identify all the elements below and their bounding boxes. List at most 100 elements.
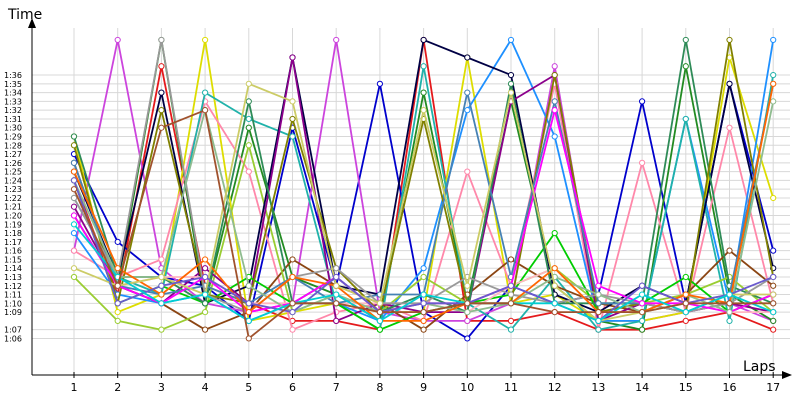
point-16-9 — [464, 89, 471, 96]
point-23-2 — [158, 300, 165, 307]
point-8-16 — [770, 282, 777, 289]
x-axis-arrow — [782, 371, 792, 379]
y-tick-label-28: 1:35 — [4, 80, 22, 89]
y-tick-label-8: 1:15 — [4, 255, 22, 264]
x-tick-label-8: 9 — [420, 381, 427, 394]
y-tick-label-13: 1:20 — [4, 212, 22, 221]
point-14-4 — [245, 98, 252, 105]
point-11-0 — [70, 203, 78, 210]
point-22-3 — [202, 273, 209, 281]
x-tick-label-7: 8 — [376, 381, 383, 394]
y-tick-label-11: 1:18 — [4, 229, 22, 238]
point-19-4 — [245, 282, 252, 289]
point-14-3 — [202, 300, 209, 307]
point-6-0 — [70, 229, 78, 237]
point-19-15 — [726, 309, 733, 316]
point-23-13 — [639, 291, 646, 298]
point-3-14 — [682, 63, 689, 70]
point-1-13 — [639, 98, 646, 105]
x-tick-label-5: 6 — [289, 381, 296, 394]
y-tick-label-17: 1:24 — [4, 176, 22, 185]
point-7-13 — [639, 317, 646, 324]
point-24-15 — [726, 300, 733, 307]
point-10-9 — [464, 54, 471, 61]
point-5-9 — [464, 168, 471, 175]
point-4-1 — [114, 309, 121, 316]
y-tick-label-26: 1:33 — [4, 97, 22, 106]
x-tick-label-2: 3 — [158, 381, 165, 394]
point-7-14 — [682, 115, 689, 123]
point-22-1 — [114, 300, 121, 307]
point-6-11 — [551, 133, 558, 140]
y-tick-label-0: 1:06 — [4, 334, 22, 343]
point-24-6 — [333, 300, 340, 307]
point-2-9 — [464, 317, 471, 324]
point-21-11 — [551, 282, 558, 289]
point-20-3 — [202, 256, 209, 263]
point-21-7 — [376, 300, 383, 307]
point-23-12 — [595, 317, 602, 324]
point-10-2 — [158, 89, 165, 96]
point-7-8 — [420, 63, 427, 70]
point-22-10 — [507, 282, 515, 289]
point-5-0 — [70, 247, 78, 254]
y-tick-label-4: 1:11 — [4, 291, 22, 300]
point-7-5 — [289, 133, 296, 140]
point-5-13 — [639, 159, 646, 166]
x-tick-label-9: 10 — [460, 381, 474, 394]
y-tick-label-24: 1:31 — [4, 115, 22, 124]
x-tick-label-3: 4 — [202, 381, 209, 394]
point-8-5 — [289, 256, 296, 263]
point-1-9 — [464, 335, 471, 342]
point-24-4 — [245, 335, 252, 342]
y-axis-label: Time — [7, 7, 42, 23]
point-15-0 — [70, 142, 78, 149]
y-tick-label-20: 1:27 — [4, 150, 22, 159]
point-11-3 — [202, 265, 209, 272]
point-20-4 — [245, 309, 252, 316]
point-23-8 — [420, 291, 427, 298]
point-24-16 — [770, 300, 777, 307]
point-15-5 — [289, 115, 296, 123]
point-1-1 — [114, 238, 121, 245]
x-tick-label-12: 13 — [591, 381, 605, 394]
point-19-9 — [464, 309, 471, 316]
x-tick-label-6: 7 — [333, 381, 340, 394]
x-tick-label-16: 17 — [766, 381, 780, 394]
point-0-2 — [158, 63, 165, 70]
point-17-6 — [333, 265, 340, 272]
point-2-6 — [333, 36, 340, 44]
point-24-0 — [70, 186, 78, 193]
point-8-10 — [507, 256, 515, 263]
point-9-2 — [158, 326, 165, 333]
point-24-8 — [420, 309, 427, 316]
point-23-0 — [70, 221, 78, 228]
point-11-6 — [333, 317, 340, 324]
point-10-8 — [420, 36, 427, 44]
point-24-9 — [464, 300, 471, 307]
x-tick-label-4: 5 — [245, 381, 252, 394]
point-7-16 — [770, 71, 777, 79]
point-23-11 — [551, 300, 558, 307]
point-14-14 — [682, 36, 689, 44]
point-24-14 — [682, 300, 689, 307]
point-3-13 — [639, 326, 646, 333]
point-17-0 — [70, 194, 78, 202]
point-24-11 — [551, 309, 558, 316]
point-22-6 — [333, 273, 340, 281]
x-tick-label-15: 16 — [723, 381, 737, 394]
point-24-1 — [114, 282, 121, 289]
y-tick-label-1: 1:07 — [4, 326, 22, 335]
point-20-16 — [770, 80, 777, 87]
point-12-11 — [551, 229, 558, 237]
point-22-0 — [70, 177, 78, 184]
point-22-8 — [420, 300, 427, 307]
point-17-2 — [158, 36, 165, 44]
point-9-0 — [70, 273, 78, 281]
point-7-10 — [507, 326, 515, 333]
point-20-1 — [114, 265, 121, 272]
point-24-3 — [202, 107, 209, 114]
y-tick-label-7: 1:14 — [4, 264, 22, 273]
